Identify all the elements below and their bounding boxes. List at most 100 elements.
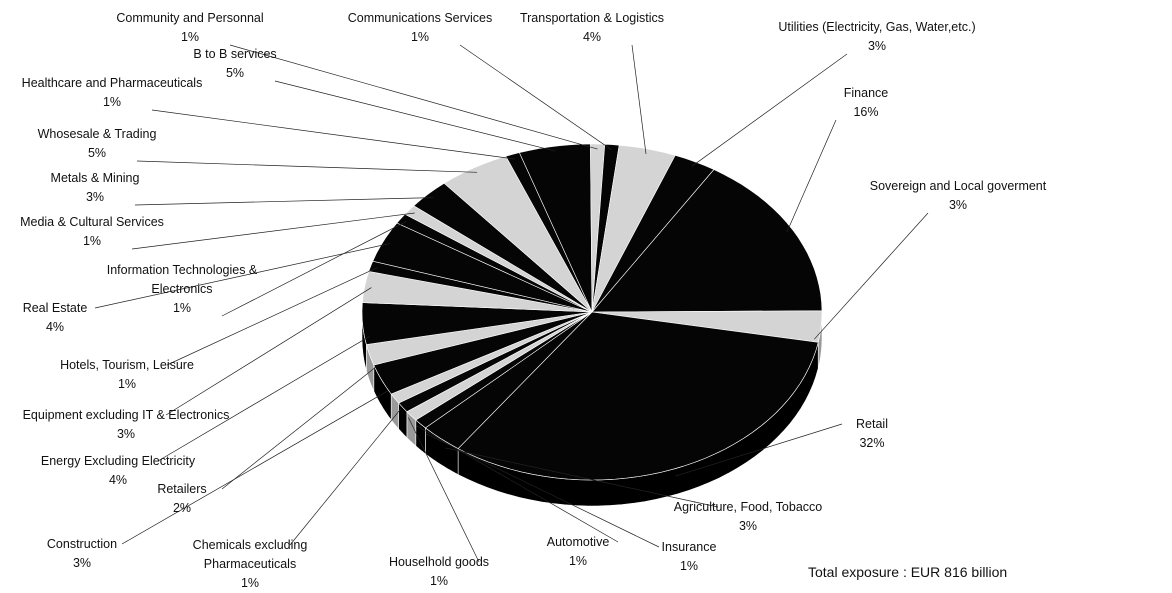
leader-line-0 <box>786 119 837 233</box>
leader-line-9 <box>221 366 377 490</box>
slice-name-23: Utilities (Electricity, Gas, Water,etc.) <box>778 20 975 34</box>
slice-label-5: Automotive 1% <box>547 535 610 568</box>
slice-label-3: Agriculture, Food, Tobacco 3% <box>674 500 823 533</box>
leader-lines <box>94 44 929 563</box>
slice-percent-1: 3% <box>949 198 967 212</box>
slice-label-17: Whosesale & Trading 5% <box>38 127 157 160</box>
leader-line-12 <box>166 267 378 366</box>
slice-name-9: Retailers <box>157 482 206 496</box>
slice-label-16: Metals & Mining 3% <box>51 171 140 204</box>
slice-name-0: Finance <box>844 86 889 100</box>
slice-name-13: Real Estate <box>23 301 88 315</box>
pie-slice-19 <box>518 143 593 313</box>
slice-label-21: Communications Services 1% <box>348 11 493 44</box>
slice-name-18: Healthcare and Pharmaceuticals <box>22 76 203 90</box>
slice-label-2: Retail 32% <box>856 417 888 450</box>
slice-percent-17: 5% <box>88 146 106 160</box>
slice-label-22: Transportation & Logistics 4% <box>520 11 664 44</box>
pie-slice-10 <box>361 302 593 345</box>
leader-line-6 <box>408 417 480 563</box>
slice-name-7: Chemicals excluding Pharmaceuticals <box>193 538 308 571</box>
pie-slice-2 <box>457 311 819 481</box>
slice-name-16: Metals & Mining <box>51 171 140 185</box>
slice-name-4: Insurance <box>662 540 717 554</box>
leader-line-11 <box>165 287 372 416</box>
slice-label-18: Healthcare and Pharmaceuticals 1% <box>22 76 203 109</box>
slice-name-12: Hotels, Tourism, Leisure <box>60 358 194 372</box>
slice-name-22: Transportation & Logistics <box>520 11 664 25</box>
total-exposure-label: Total exposure : EUR 816 billion <box>808 564 1008 580</box>
slice-name-10: Energy Excluding Electricity <box>41 454 196 468</box>
slice-label-10: Energy Excluding Electricity 4% <box>41 454 196 487</box>
leader-line-17 <box>136 160 478 173</box>
slice-percent-16: 3% <box>86 190 104 204</box>
slice-label-8: Construction 3% <box>47 537 117 570</box>
slice-percent-3: 3% <box>739 519 757 533</box>
slice-labels: Finance 16% Sovereign and Local goverment 3… <box>20 11 1047 590</box>
slice-percent-18: 1% <box>103 95 121 109</box>
slice-name-3: Agriculture, Food, Tobacco <box>674 500 823 514</box>
slice-label-13: Real Estate 4% <box>23 301 88 334</box>
leader-line-20 <box>229 44 598 150</box>
leader-line-10 <box>157 336 370 462</box>
slice-percent-12: 1% <box>118 377 136 391</box>
leader-line-21 <box>459 44 612 150</box>
slice-name-20: Community and Personnal <box>116 11 263 25</box>
slice-percent-22: 4% <box>583 30 601 44</box>
slice-label-9: Retailers 2% <box>157 482 206 515</box>
pie-slice-22 <box>591 144 676 313</box>
slice-label-14: Information Technologies & Electronics 1% <box>107 263 258 315</box>
slice-label-7: Chemicals excluding Pharmaceuticals 1% <box>193 538 308 590</box>
leader-line-2 <box>675 423 843 477</box>
leader-line-18 <box>151 109 516 160</box>
slice-percent-23: 3% <box>868 39 886 53</box>
slice-percent-10: 4% <box>109 473 127 487</box>
slice-name-15: Media & Cultural Services <box>20 215 164 229</box>
leader-line-8 <box>121 390 389 545</box>
slice-percent-14: 1% <box>173 301 191 315</box>
slice-percent-0: 16% <box>853 105 878 119</box>
pie-slices <box>361 143 823 481</box>
leader-line-5 <box>416 425 619 543</box>
slice-name-2: Retail <box>856 417 888 431</box>
slice-name-14: Information Technologies & Electronics <box>107 263 258 296</box>
pie-slice-13 <box>372 222 593 313</box>
leader-line-23 <box>691 53 848 167</box>
slice-label-1: Sovereign and Local goverment 3% <box>870 179 1047 212</box>
slice-percent-8: 3% <box>73 556 91 570</box>
pie-slice-0 <box>591 169 823 313</box>
slice-name-1: Sovereign and Local goverment <box>870 179 1047 193</box>
slice-percent-5: 1% <box>569 554 587 568</box>
leader-line-1 <box>814 212 929 340</box>
slice-percent-7: 1% <box>241 576 259 590</box>
leader-line-14 <box>221 220 407 317</box>
slice-label-23: Utilities (Electricity, Gas, Water,etc.)… <box>778 20 975 53</box>
leader-line-15 <box>131 212 415 250</box>
slice-percent-6: 1% <box>430 574 448 588</box>
slice-label-0: Finance 16% <box>844 86 889 119</box>
slice-percent-2: 32% <box>859 436 884 450</box>
slice-name-19: B to B services <box>193 47 276 61</box>
leader-line-4 <box>425 433 660 548</box>
slice-percent-11: 3% <box>117 427 135 441</box>
slice-percent-4: 1% <box>680 559 698 573</box>
slice-label-15: Media & Cultural Services 1% <box>20 215 164 248</box>
slice-label-6: Houselhold goods 1% <box>389 555 489 588</box>
slice-percent-13: 4% <box>46 320 64 334</box>
slice-percent-20: 1% <box>181 30 199 44</box>
slice-percent-9: 2% <box>173 501 191 515</box>
pie-sides <box>361 309 823 507</box>
pie-slice-23 <box>591 155 715 313</box>
leader-line-19 <box>274 80 556 152</box>
leader-line-16 <box>134 197 434 206</box>
slice-label-11: Equipment excluding IT & Electronics 3% <box>23 408 230 441</box>
slice-label-12: Hotels, Tourism, Leisure 1% <box>60 358 194 391</box>
slice-name-21: Communications Services <box>348 11 493 25</box>
leader-line-22 <box>631 44 647 154</box>
slice-percent-19: 5% <box>226 66 244 80</box>
slice-name-17: Whosesale & Trading <box>38 127 157 141</box>
slice-label-19: B to B services 5% <box>193 47 276 80</box>
leader-line-13 <box>94 243 390 309</box>
slice-percent-15: 1% <box>83 234 101 248</box>
